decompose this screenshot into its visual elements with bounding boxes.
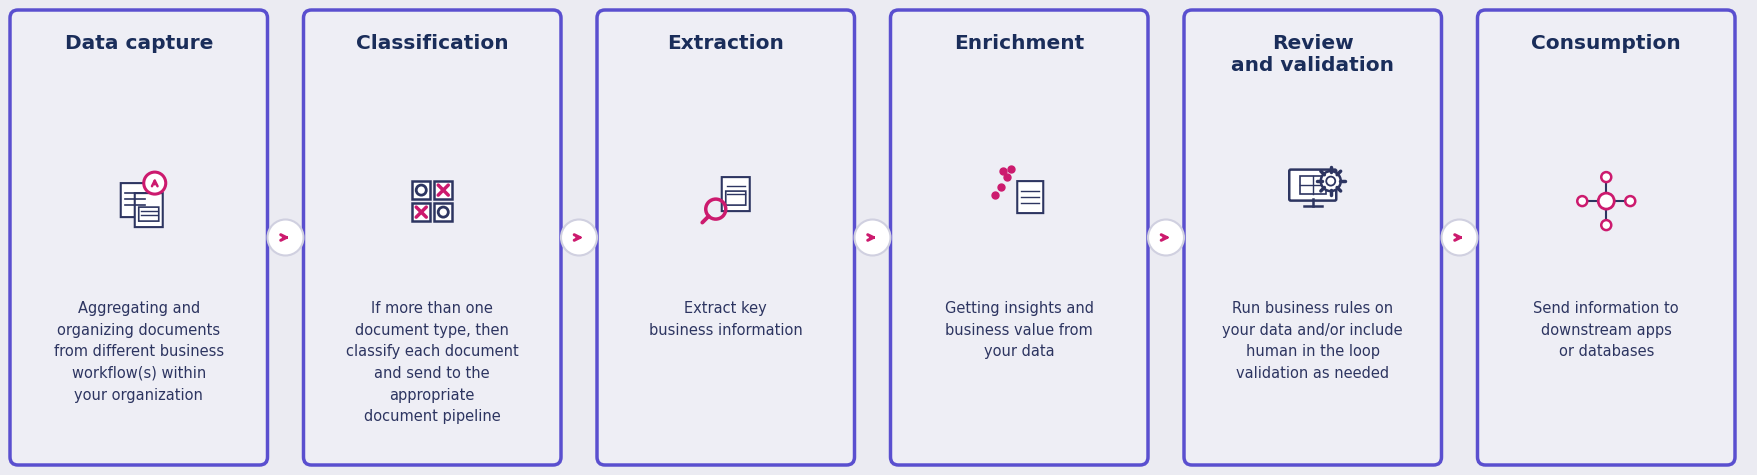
Text: Aggregating and
organizing documents
from different business
workflow(s) within
: Aggregating and organizing documents fro… <box>54 301 223 403</box>
Text: Getting insights and
business value from
your data: Getting insights and business value from… <box>945 301 1095 360</box>
FancyBboxPatch shape <box>1478 10 1734 465</box>
Text: Extract key
business information: Extract key business information <box>648 301 803 338</box>
Circle shape <box>267 219 304 256</box>
Circle shape <box>1327 177 1335 186</box>
Bar <box>413 203 430 221</box>
FancyBboxPatch shape <box>597 10 854 465</box>
FancyBboxPatch shape <box>722 177 750 211</box>
Circle shape <box>144 172 165 194</box>
Circle shape <box>1441 219 1478 256</box>
Bar <box>1300 176 1327 194</box>
Text: Send information to
downstream apps
or databases: Send information to downstream apps or d… <box>1534 301 1680 360</box>
Text: Data capture: Data capture <box>65 34 213 53</box>
Circle shape <box>1625 196 1636 206</box>
FancyBboxPatch shape <box>726 191 745 205</box>
FancyBboxPatch shape <box>1184 10 1441 465</box>
Circle shape <box>560 219 597 256</box>
Circle shape <box>854 219 891 256</box>
Bar <box>413 181 430 199</box>
FancyBboxPatch shape <box>11 10 267 465</box>
FancyBboxPatch shape <box>1017 181 1044 213</box>
Circle shape <box>1599 193 1615 209</box>
Bar <box>434 203 452 221</box>
Bar <box>434 181 452 199</box>
Text: Enrichment: Enrichment <box>954 34 1084 53</box>
Circle shape <box>1147 219 1184 256</box>
Text: Consumption: Consumption <box>1532 34 1681 53</box>
FancyBboxPatch shape <box>1290 170 1337 200</box>
Text: Classification: Classification <box>357 34 508 53</box>
Text: Review
and validation: Review and validation <box>1232 34 1395 75</box>
FancyBboxPatch shape <box>121 183 149 217</box>
Circle shape <box>1321 171 1341 191</box>
Text: If more than one
document type, then
classify each document
and send to the
appr: If more than one document type, then cla… <box>346 301 518 424</box>
FancyBboxPatch shape <box>304 10 560 465</box>
Text: Run business rules on
your data and/or include
human in the loop
validation as n: Run business rules on your data and/or i… <box>1223 301 1404 381</box>
Circle shape <box>1601 172 1611 182</box>
FancyBboxPatch shape <box>135 193 163 227</box>
Circle shape <box>1601 220 1611 230</box>
FancyBboxPatch shape <box>139 207 158 221</box>
Text: Extraction: Extraction <box>668 34 784 53</box>
FancyBboxPatch shape <box>891 10 1147 465</box>
Circle shape <box>1578 196 1587 206</box>
